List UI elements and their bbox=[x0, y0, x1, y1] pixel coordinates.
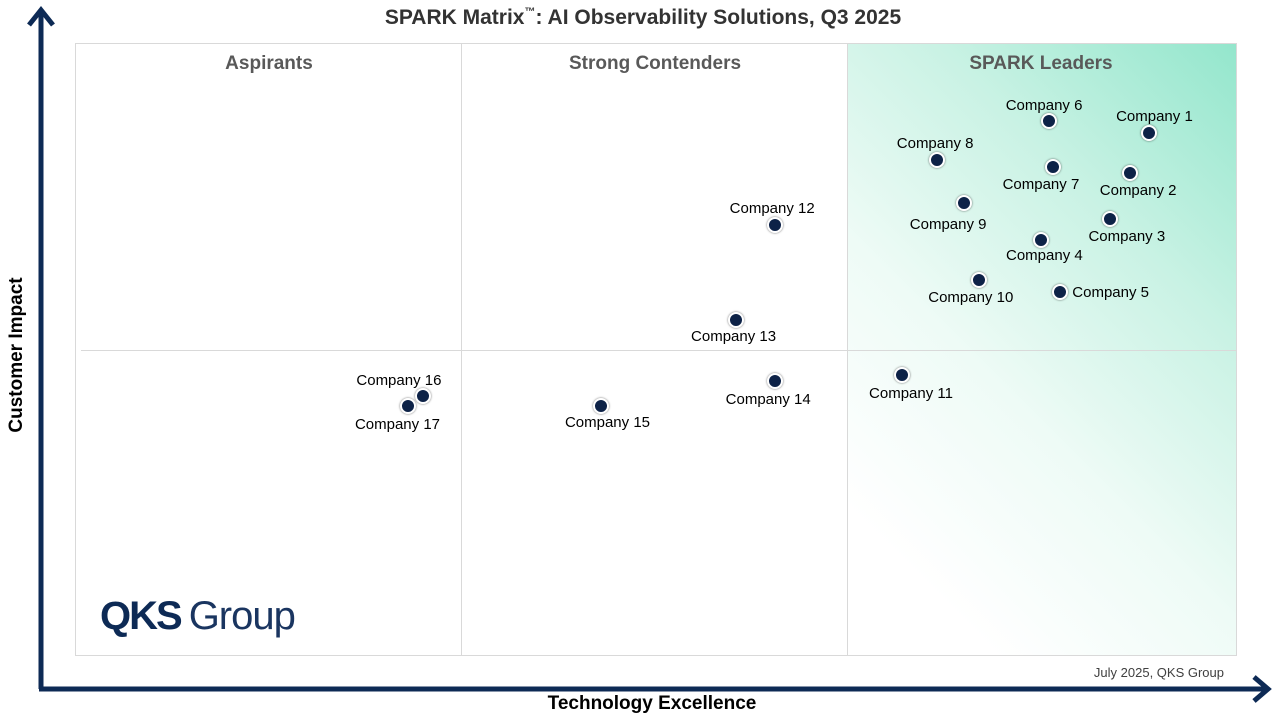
point-label-company-2: Company 2 bbox=[1099, 181, 1177, 199]
point-company-11 bbox=[894, 367, 911, 384]
point-company-3 bbox=[1102, 210, 1119, 227]
point-label-company-10: Company 10 bbox=[928, 289, 1014, 306]
point-label-company-14: Company 14 bbox=[725, 391, 811, 409]
chart-title-rest: : AI Observability Solutions, Q3 2025 bbox=[535, 6, 902, 29]
point-label-company-15: Company 15 bbox=[564, 413, 651, 431]
point-company-1 bbox=[1141, 124, 1158, 141]
leaders-zone-gradient bbox=[848, 44, 1236, 655]
point-label-company-8: Company 8 bbox=[896, 135, 974, 153]
point-label-company-17: Company 17 bbox=[354, 415, 441, 433]
point-company-2 bbox=[1121, 164, 1138, 181]
point-label-company-5: Company 5 bbox=[1072, 284, 1150, 302]
y-axis-label: Customer Impact bbox=[6, 277, 27, 433]
point-label-company-13: Company 13 bbox=[691, 327, 777, 345]
grid-line-horizontal bbox=[81, 350, 1236, 351]
point-label-company-4: Company 4 bbox=[1006, 247, 1083, 265]
point-company-12 bbox=[766, 216, 783, 233]
point-company-17 bbox=[399, 397, 416, 414]
point-company-10 bbox=[971, 272, 988, 288]
point-label-company-11: Company 11 bbox=[869, 385, 953, 403]
point-label-company-3: Company 3 bbox=[1088, 227, 1166, 245]
point-label-company-16: Company 16 bbox=[356, 372, 442, 390]
chart-title-main: SPARK Matrix bbox=[384, 6, 525, 29]
point-company-15 bbox=[592, 397, 609, 414]
point-label-company-1: Company 1 bbox=[1116, 107, 1193, 125]
point-company-7 bbox=[1044, 158, 1061, 175]
point-company-16 bbox=[415, 388, 432, 405]
chart-title: SPARK Matrix™: AI Observability Solution… bbox=[0, 6, 1280, 30]
point-label-company-9: Company 9 bbox=[909, 216, 987, 234]
point-company-13 bbox=[728, 311, 745, 328]
point-company-4 bbox=[1033, 232, 1049, 249]
grid-line-vertical-2 bbox=[847, 44, 848, 655]
trademark-mark: ™ bbox=[524, 6, 536, 18]
logo-qks: QKS bbox=[100, 594, 183, 638]
x-axis-arrowhead bbox=[1252, 675, 1272, 703]
point-label-company-12: Company 12 bbox=[729, 199, 815, 217]
point-label-company-6: Company 6 bbox=[1005, 96, 1083, 114]
x-axis-label: Technology Excellence bbox=[547, 693, 757, 714]
point-company-8 bbox=[928, 152, 945, 169]
y-axis-arrowhead bbox=[27, 5, 55, 27]
quadrant-label-spark-leaders: SPARK Leaders bbox=[969, 53, 1113, 74]
point-company-6 bbox=[1040, 112, 1057, 129]
logo-group: Group bbox=[188, 594, 296, 638]
plot-area: Aspirants Strong Contenders SPARK Leader… bbox=[75, 43, 1237, 656]
date-note: July 2025, QKS Group bbox=[1093, 665, 1224, 680]
qks-group-logo: QKS Group bbox=[100, 594, 296, 639]
quadrant-label-aspirants: Aspirants bbox=[225, 53, 313, 74]
quadrant-label-strong-contenders: Strong Contenders bbox=[568, 53, 742, 74]
point-company-14 bbox=[766, 373, 783, 390]
point-company-9 bbox=[955, 195, 972, 212]
point-company-5 bbox=[1052, 284, 1069, 301]
point-label-company-7: Company 7 bbox=[1002, 175, 1080, 193]
grid-line-vertical-1 bbox=[461, 44, 462, 655]
